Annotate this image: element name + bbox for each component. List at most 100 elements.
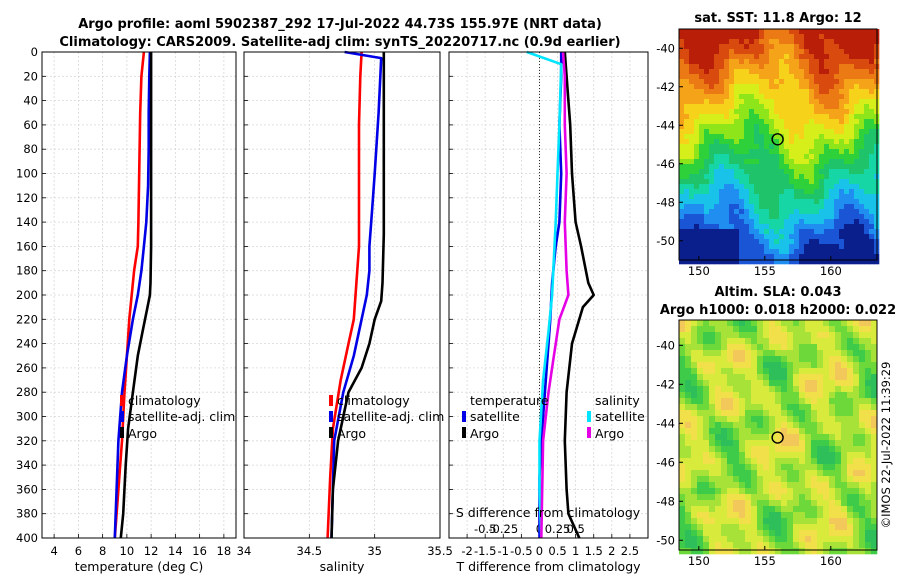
map-cell xyxy=(699,114,705,120)
map-cell xyxy=(719,29,725,35)
map-cell xyxy=(853,440,860,447)
map-cell xyxy=(744,134,750,140)
map-cell xyxy=(839,44,845,50)
map-cell xyxy=(759,79,765,85)
map-cell xyxy=(835,344,842,351)
map-cell xyxy=(757,452,764,459)
map-cell xyxy=(781,440,788,447)
map-cell xyxy=(779,184,785,190)
map-cell xyxy=(804,59,810,65)
map-cell xyxy=(859,482,866,489)
map-cell xyxy=(844,119,850,125)
map-cell xyxy=(835,350,842,357)
map-cell xyxy=(679,254,685,260)
map-cell xyxy=(844,59,850,65)
map-cell xyxy=(799,338,806,345)
map-cell xyxy=(694,189,700,195)
map-cell xyxy=(749,179,755,185)
map-cell xyxy=(775,338,782,345)
map-cell xyxy=(691,428,698,435)
map-cell xyxy=(704,124,710,130)
map-cell xyxy=(684,154,690,160)
map-cell xyxy=(714,189,720,195)
map-cell xyxy=(835,470,842,477)
map-cell xyxy=(841,518,848,525)
map-cell xyxy=(714,69,720,75)
map-cell xyxy=(754,94,760,100)
map-cell xyxy=(799,84,805,90)
map-cell xyxy=(774,79,780,85)
map-cell xyxy=(849,54,855,60)
map-cell xyxy=(697,494,704,501)
map-cell xyxy=(684,49,690,55)
map-cell xyxy=(689,214,695,220)
map-cell xyxy=(824,144,830,150)
map-cell xyxy=(774,84,780,90)
map-cell xyxy=(757,338,764,345)
map-cell xyxy=(799,446,806,453)
map-cell xyxy=(751,500,758,507)
map-cell xyxy=(704,204,710,210)
map-cell xyxy=(774,69,780,75)
map-cell xyxy=(781,404,788,411)
map-cell xyxy=(871,488,878,495)
map-cell xyxy=(774,134,780,140)
map-cell xyxy=(774,239,780,245)
map-cell xyxy=(734,184,740,190)
map-cell xyxy=(859,239,865,245)
map-cell xyxy=(834,44,840,50)
y-tick-label: 160 xyxy=(16,239,38,253)
map-cell xyxy=(811,524,818,531)
map-cell xyxy=(739,94,745,100)
map-cell xyxy=(729,114,735,120)
legend-label-s-argo: Argo xyxy=(595,426,624,441)
map-cell xyxy=(754,239,760,245)
map-cell xyxy=(859,154,865,160)
map-cell xyxy=(697,350,704,357)
map-cell xyxy=(769,244,775,250)
map-cell xyxy=(749,219,755,225)
map-cell xyxy=(823,512,830,519)
map-cell xyxy=(709,398,716,405)
map-cell xyxy=(794,74,800,80)
map-cell xyxy=(824,254,830,260)
map-cell xyxy=(704,244,710,250)
map-cell xyxy=(849,59,855,65)
map-cell xyxy=(835,374,842,381)
map-cell xyxy=(739,482,746,489)
map-cell xyxy=(679,416,686,423)
map-cell xyxy=(859,179,865,185)
map-cell xyxy=(749,64,755,70)
map-cell xyxy=(811,500,818,507)
map-cell xyxy=(684,39,690,45)
map-cell xyxy=(763,368,770,375)
map-cell xyxy=(679,209,685,215)
map-cell xyxy=(769,524,776,531)
map-cell xyxy=(859,189,865,195)
map-cell xyxy=(819,84,825,90)
map-cell xyxy=(824,209,830,215)
map-cell xyxy=(739,164,745,170)
map-cell xyxy=(811,410,818,417)
map-cell xyxy=(853,464,860,471)
map-cell xyxy=(799,392,806,399)
map-cell xyxy=(854,149,860,155)
map-cell xyxy=(769,54,775,60)
map-cell xyxy=(847,542,854,549)
map-cell xyxy=(781,344,788,351)
map-cell xyxy=(784,34,790,40)
map-cell xyxy=(764,159,770,165)
map-cell xyxy=(834,134,840,140)
map-cell xyxy=(811,350,818,357)
y-tick-label: 0 xyxy=(31,45,38,59)
map-cell xyxy=(789,149,795,155)
map-cell xyxy=(864,49,870,55)
map-cell xyxy=(799,506,806,513)
map-cell xyxy=(697,488,704,495)
map-cell xyxy=(849,229,855,235)
map-cell xyxy=(809,34,815,40)
map-cell xyxy=(714,39,720,45)
map-cell xyxy=(719,254,725,260)
map-cell xyxy=(694,219,700,225)
map-cell xyxy=(759,229,765,235)
